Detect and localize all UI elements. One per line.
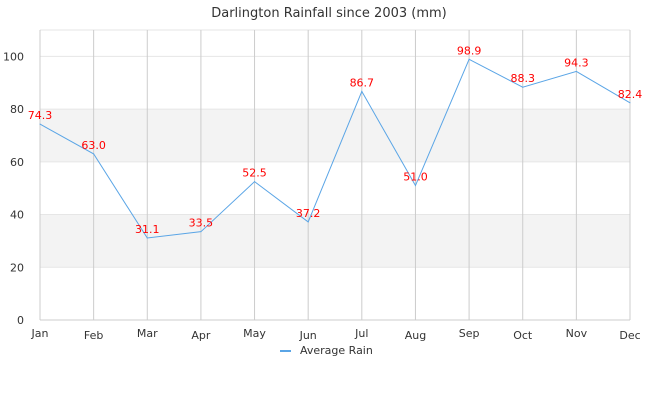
- data-point: [39, 123, 41, 125]
- x-tick-label: Nov: [566, 327, 588, 340]
- data-point: [629, 102, 631, 104]
- x-tick-label: Jun: [299, 329, 317, 342]
- data-label: 52.5: [242, 167, 267, 180]
- data-point: [200, 231, 202, 233]
- data-label: 31.1: [135, 223, 160, 236]
- y-tick-label: 80: [10, 103, 24, 116]
- data-label: 74.3: [28, 109, 53, 122]
- x-tick-label: Apr: [191, 329, 211, 342]
- y-tick-label: 40: [10, 209, 24, 222]
- data-point: [575, 70, 577, 72]
- x-tick-label: Dec: [619, 329, 640, 342]
- data-label: 33.5: [189, 217, 214, 230]
- data-point: [414, 185, 416, 187]
- data-label: 51.0: [403, 171, 428, 184]
- chart-title: Darlington Rainfall since 2003 (mm): [211, 6, 447, 21]
- x-tick-label: Feb: [84, 329, 103, 342]
- y-tick-label: 60: [10, 156, 24, 169]
- data-point: [146, 237, 148, 239]
- data-label: 37.2: [296, 207, 321, 220]
- y-tick-label: 100: [3, 50, 24, 63]
- plot-band: [40, 109, 630, 162]
- data-label: 98.9: [457, 44, 482, 57]
- x-tick-label: Mar: [137, 327, 158, 340]
- x-tick-label: Jan: [31, 327, 49, 340]
- x-tick-label: Jul: [354, 327, 368, 340]
- y-tick-label: 0: [17, 314, 24, 327]
- data-point: [468, 58, 470, 60]
- data-label: 86.7: [350, 76, 375, 89]
- data-label: 94.3: [564, 56, 589, 69]
- data-label: 63.0: [81, 139, 106, 152]
- x-tick-label: Aug: [405, 329, 426, 342]
- data-point: [522, 86, 524, 88]
- data-label: 82.4: [618, 88, 643, 101]
- legend-label: Average Rain: [300, 344, 373, 357]
- data-point: [254, 181, 256, 183]
- plot-band: [40, 214, 630, 268]
- x-tick-label: May: [243, 327, 266, 340]
- y-tick-label: 20: [10, 261, 24, 274]
- data-point: [307, 221, 309, 223]
- data-label: 88.3: [510, 72, 535, 85]
- x-tick-label: Sep: [459, 327, 480, 340]
- data-point: [93, 153, 95, 155]
- data-point: [361, 90, 363, 92]
- x-tick-label: Oct: [513, 329, 533, 342]
- legend[interactable]: Average Rain: [280, 344, 373, 357]
- series-line-average-rain: [39, 58, 631, 239]
